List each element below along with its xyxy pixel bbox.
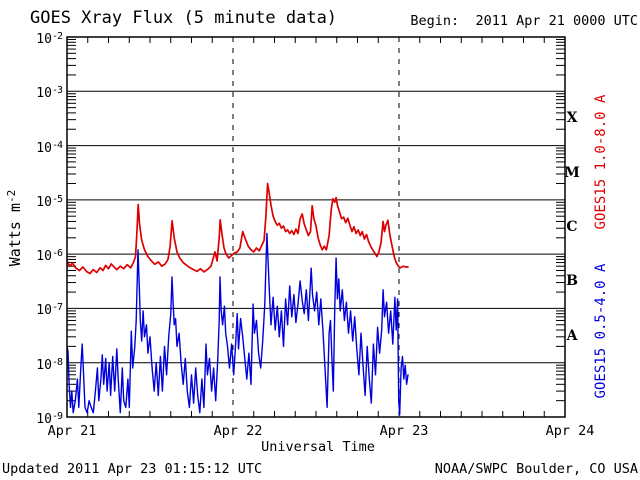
flare-class-C: C (566, 219, 578, 235)
flare-class-B: B (566, 273, 578, 290)
x-axis-title: Universal Time (261, 439, 375, 455)
y-tick-label-10e-4: 10-4 (36, 139, 63, 156)
y-axis-title: Watts m-2 (5, 128, 24, 328)
x-tick-label-apr-23: Apr 23 (379, 423, 429, 439)
y-tick-label-10e-8: 10-8 (36, 356, 63, 373)
y-tick-label-10e-7: 10-7 (36, 302, 63, 319)
flare-class-A: A (566, 327, 578, 344)
source-credit: NOAA/SWPC Boulder, CO USA (434, 461, 638, 477)
y-tick-label-10e-9: 10-9 (36, 411, 63, 427)
short-channel-line (67, 232, 409, 416)
x-tick-label-apr-21: Apr 21 (47, 423, 97, 439)
flare-class-X: X (566, 110, 578, 127)
x-tick-label-apr-22: Apr 22 (213, 423, 263, 439)
page-title: GOES Xray Flux (5 minute data) (30, 8, 338, 28)
y-tick-label-10e-6: 10-6 (36, 248, 63, 265)
flare-class-M: M (564, 164, 580, 181)
x-tick-label-apr-24: Apr 24 (545, 423, 595, 439)
legend-short-channel: GOES15 0.5-4.0 A (593, 263, 609, 399)
plot-frame (66, 36, 566, 418)
y-tick-label-10e-3: 10-3 (36, 85, 63, 102)
y-tick-label-10e-2: 10-2 (36, 31, 63, 47)
begin-time-label: Begin: 2011 Apr 21 0000 UTC (410, 13, 638, 29)
long-channel-line (67, 182, 409, 275)
y-tick-label-10e-5: 10-5 (36, 193, 63, 210)
updated-timestamp: Updated 2011 Apr 23 01:15:12 UTC (2, 461, 263, 477)
